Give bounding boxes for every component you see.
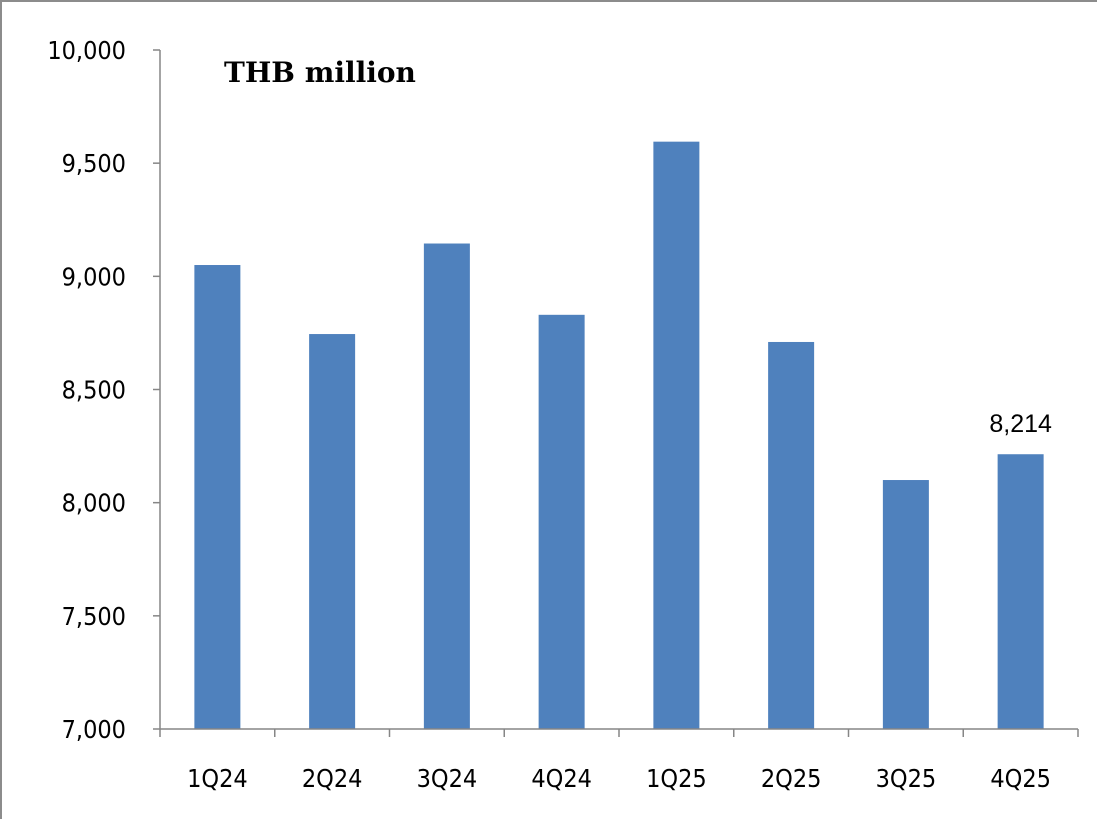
- y-tick-label: 8,000: [62, 489, 126, 518]
- bar-4q25: [997, 454, 1044, 729]
- bar-2q24: [309, 334, 356, 729]
- chart-title: THB million: [224, 56, 416, 89]
- y-tick-label: 7,000: [62, 715, 126, 744]
- bar-4q24: [538, 314, 585, 729]
- bar-1q24: [194, 265, 241, 729]
- y-tick-label: 10,000: [47, 36, 126, 65]
- x-tick-label-1q24: 1Q24: [187, 764, 248, 793]
- x-tick-label-1q25: 1Q25: [646, 764, 707, 793]
- x-tick-label-3q24: 3Q24: [417, 764, 478, 793]
- x-tick-label-2q25: 2Q25: [761, 764, 822, 793]
- bars-group: [194, 141, 1044, 730]
- data-label-4q25: 8,214: [989, 410, 1052, 438]
- x-tick-label-3q25: 3Q25: [876, 764, 937, 793]
- y-tick-label: 8,500: [62, 376, 126, 405]
- bar-3q25: [882, 480, 929, 729]
- x-tick-label-4q24: 4Q24: [531, 764, 592, 793]
- bar-3q24: [423, 243, 470, 729]
- y-tick-label: 9,500: [62, 149, 126, 178]
- x-tick-label-4q25: 4Q25: [990, 764, 1051, 793]
- y-tick-label: 9,000: [62, 262, 126, 291]
- x-tick-label-2q24: 2Q24: [302, 764, 363, 793]
- y-tick-label: 7,500: [62, 602, 126, 631]
- bar-1q25: [653, 141, 700, 730]
- axes-group: 8,214 7,000 7,500 8,000 8,500 9,000 9,500 10,00…: [47, 36, 1079, 793]
- bar-2q25: [768, 341, 815, 729]
